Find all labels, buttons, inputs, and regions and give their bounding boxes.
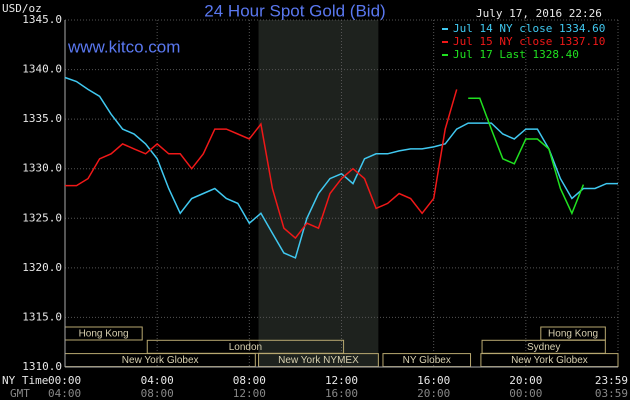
watermark: www.kitco.com [67,37,180,56]
legend-label: Jul 14 NY close 1334.60 [453,22,605,35]
x2-tick-label: 00:00 [509,387,542,400]
x-tick-label: 16:00 [417,374,450,387]
session-label: NY Globex [403,355,451,366]
x2-tick-label: 12:00 [233,387,266,400]
x-tick-label: 12:00 [325,374,358,387]
session-label: New York NYMEX [278,355,359,366]
legend-label: Jul 17 Last 1328.40 [453,48,579,61]
chart-title: 24 Hour Spot Gold (Bid) [204,1,385,20]
y-axis-label: USD/oz [2,2,42,15]
x2-tick-label: 16:00 [325,387,358,400]
legend-label: Jul 15 NY close 1337.10 [453,35,605,48]
series-line [64,76,618,259]
y-tick-label: 1315.0 [22,310,62,323]
x2-axis-label: GMT [10,387,30,400]
x-tick-label: 04:00 [141,374,174,387]
x-tick-label: 00:00 [48,374,81,387]
y-tick-label: 1345.0 [22,13,62,26]
series-line [65,89,458,240]
series-line [468,97,585,216]
session-label: Sydney [527,342,560,353]
x2-tick-label: 04:00 [48,387,81,400]
session-label: New York Globex [511,355,588,366]
session-label: Hong Kong [548,329,598,340]
x-axis-label: NY Time [2,374,48,387]
session-label: London [229,342,262,353]
y-tick-label: 1320.0 [22,261,62,274]
y-tick-label: 1340.0 [22,63,62,76]
x2-tick-label: 03:59 [595,387,628,400]
y-tick-label: 1335.0 [22,112,62,125]
timestamp: July 17, 2016 22:26 [476,7,602,20]
y-tick-label: 1330.0 [22,162,62,175]
x-tick-label: 08:00 [233,374,266,387]
y-tick-label: 1310.0 [22,360,62,373]
session-label: New York Globex [122,355,199,366]
session-label: Hong Kong [79,329,129,340]
x2-tick-label: 20:00 [417,387,450,400]
x-tick-label: 23:59 [595,374,628,387]
x2-tick-label: 08:00 [141,387,174,400]
x-tick-label: 20:00 [509,374,542,387]
y-tick-label: 1325.0 [22,211,62,224]
